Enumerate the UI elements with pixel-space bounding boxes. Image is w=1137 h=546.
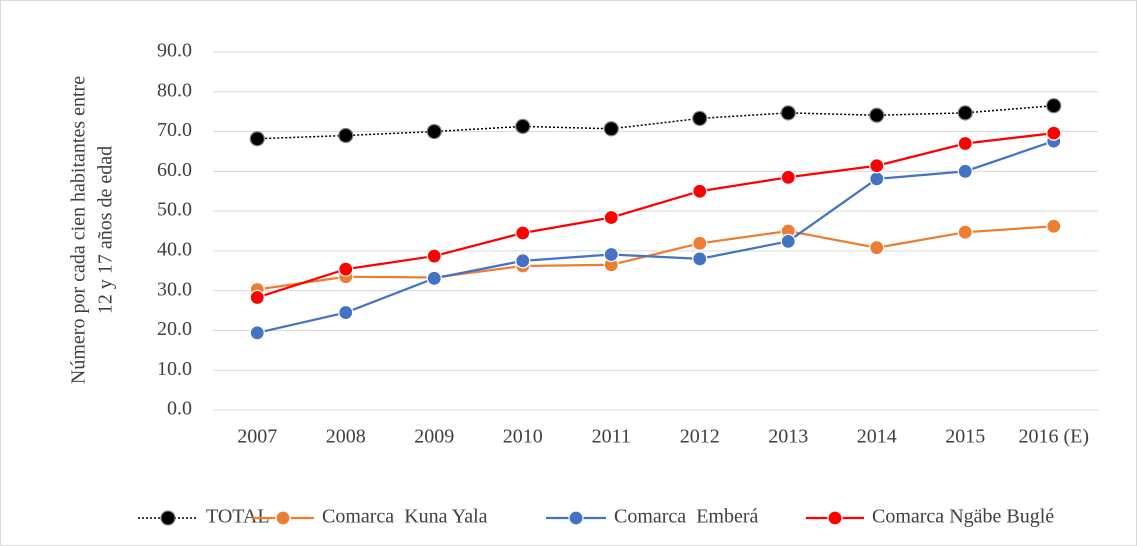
y-tick-label: 50.0: [157, 199, 192, 221]
data-point: [249, 325, 265, 341]
legend-label: Comarca Emberá: [614, 506, 758, 528]
data-point: [426, 270, 442, 286]
x-tick-label: 2010: [503, 426, 543, 448]
series-line: [256, 132, 1054, 299]
data-point: [957, 105, 973, 121]
legend-label: Comarca Kuna Yala: [322, 506, 488, 528]
data-point: [1046, 125, 1062, 141]
data-point: [338, 127, 354, 144]
data-point: [780, 233, 796, 249]
data-point: [780, 169, 796, 185]
data-point: [692, 183, 708, 199]
y-tick-label: 70.0: [157, 119, 192, 141]
data-point: [338, 261, 354, 277]
y-axis-title: 12 y 17 años de edad: [95, 146, 117, 314]
x-tick-label: 2015: [945, 426, 985, 448]
series-line: [257, 104, 1054, 140]
legend-marker: [827, 510, 843, 526]
y-tick-label: 80.0: [157, 79, 192, 101]
y-tick-label: 30.0: [157, 278, 192, 300]
data-point: [1046, 218, 1062, 234]
x-tick-label: 2011: [592, 426, 631, 448]
legend-marker: [568, 510, 584, 526]
data-point: [957, 135, 973, 152]
data-point: [869, 171, 885, 187]
legend-label: Comarca Ngäbe Buglé: [872, 506, 1054, 528]
x-tick-label: 2014: [857, 426, 897, 448]
data-point: [603, 209, 619, 226]
x-tick-label: 2007: [237, 426, 277, 448]
x-tick-label: 2008: [326, 426, 366, 448]
legend-marker: [275, 510, 291, 526]
data-point: [249, 131, 265, 147]
x-tick-label: 2012: [680, 426, 720, 448]
y-tick-label: 10.0: [157, 358, 192, 380]
data-point: [957, 163, 973, 179]
series-line: [256, 140, 1055, 334]
data-point: [426, 123, 442, 140]
data-point: [869, 107, 885, 123]
data-point: [249, 289, 265, 306]
data-point: [780, 105, 796, 121]
data-point: [426, 248, 442, 264]
data-point: [692, 235, 708, 251]
data-point: [1046, 98, 1062, 114]
data-point: [692, 110, 708, 127]
data-point: [869, 158, 885, 174]
data-point: [869, 240, 885, 256]
data-point: [338, 304, 354, 321]
y-tick-label: 40.0: [157, 238, 192, 260]
legend-label: TOTAL: [206, 506, 270, 528]
y-tick-label: 0.0: [167, 398, 192, 420]
data-point: [603, 121, 619, 137]
y-tick-label: 20.0: [157, 318, 192, 340]
legend-marker: [160, 510, 176, 526]
data-point: [515, 225, 531, 241]
data-point: [957, 224, 973, 240]
data-point: [692, 251, 708, 267]
series-line: [257, 225, 1054, 291]
y-tick-label: 60.0: [157, 159, 192, 181]
data-point: [515, 253, 531, 269]
data-point: [515, 118, 531, 134]
x-tick-label: 2013: [768, 426, 808, 448]
x-tick-label: 2016 (E): [1018, 426, 1089, 448]
x-tick-label: 2009: [414, 426, 454, 448]
data-point: [603, 246, 619, 263]
y-tick-label: 90.0: [157, 40, 192, 62]
y-axis-title: Número por cada cien habitantes entre: [68, 76, 90, 384]
